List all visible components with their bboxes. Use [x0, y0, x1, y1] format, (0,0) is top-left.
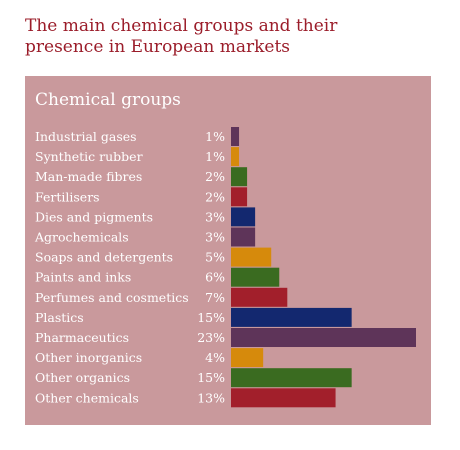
category-label: Other organics — [35, 370, 130, 385]
panel-heading: Chemical groups — [35, 90, 181, 110]
value-label: 2% — [205, 169, 225, 184]
category-label: Other chemicals — [35, 390, 139, 405]
bar — [231, 267, 280, 287]
category-label: Dies and pigments — [35, 209, 153, 224]
value-label: 15% — [197, 370, 225, 385]
bar — [231, 207, 256, 227]
value-label: 6% — [205, 270, 225, 285]
category-label: Fertilisers — [35, 189, 100, 204]
value-label: 15% — [197, 310, 225, 325]
value-label: 1% — [205, 149, 225, 164]
category-label: Agrochemicals — [34, 230, 129, 245]
bar — [231, 227, 256, 247]
bar — [231, 307, 352, 327]
chart-title: The main chemical groups and their prese… — [25, 16, 445, 58]
bar — [231, 287, 288, 307]
bar — [231, 328, 416, 347]
value-label: 7% — [205, 290, 225, 305]
value-label: 4% — [205, 350, 225, 365]
category-label: Pharmaceutics — [35, 330, 129, 345]
value-label: 13% — [197, 390, 225, 405]
value-label: 2% — [205, 189, 225, 204]
bar — [231, 388, 336, 408]
bar — [231, 167, 248, 187]
value-label: 3% — [205, 230, 225, 245]
category-label: Synthetic rubber — [35, 149, 143, 164]
category-label: Industrial gases — [35, 129, 137, 144]
bar — [231, 368, 352, 388]
category-label: Paints and inks — [35, 270, 131, 285]
category-label: Plastics — [35, 310, 84, 325]
bar — [231, 147, 240, 167]
bar — [231, 348, 264, 368]
bar — [231, 247, 272, 267]
category-label: Man-made fibres — [35, 169, 142, 184]
bar — [231, 127, 240, 146]
category-label: Soaps and detergents — [35, 250, 173, 265]
value-label: 3% — [205, 209, 225, 224]
chart-title-line-2: presence in European markets — [25, 37, 291, 57]
value-label: 1% — [205, 129, 225, 144]
bar — [231, 187, 248, 207]
chart-title-line-1: The main chemical groups and their — [25, 16, 338, 36]
category-label: Other inorganics — [35, 350, 142, 365]
category-label: Perfumes and cosmetics — [35, 290, 189, 305]
value-label: 23% — [197, 330, 225, 345]
bar-chart: Industrial gases 1% Synthetic rubber 1% Man-… — [34, 127, 416, 408]
chart-panel: Chemical groups Industrial gases 1% Synthe… — [25, 76, 431, 425]
value-label: 5% — [205, 250, 225, 265]
